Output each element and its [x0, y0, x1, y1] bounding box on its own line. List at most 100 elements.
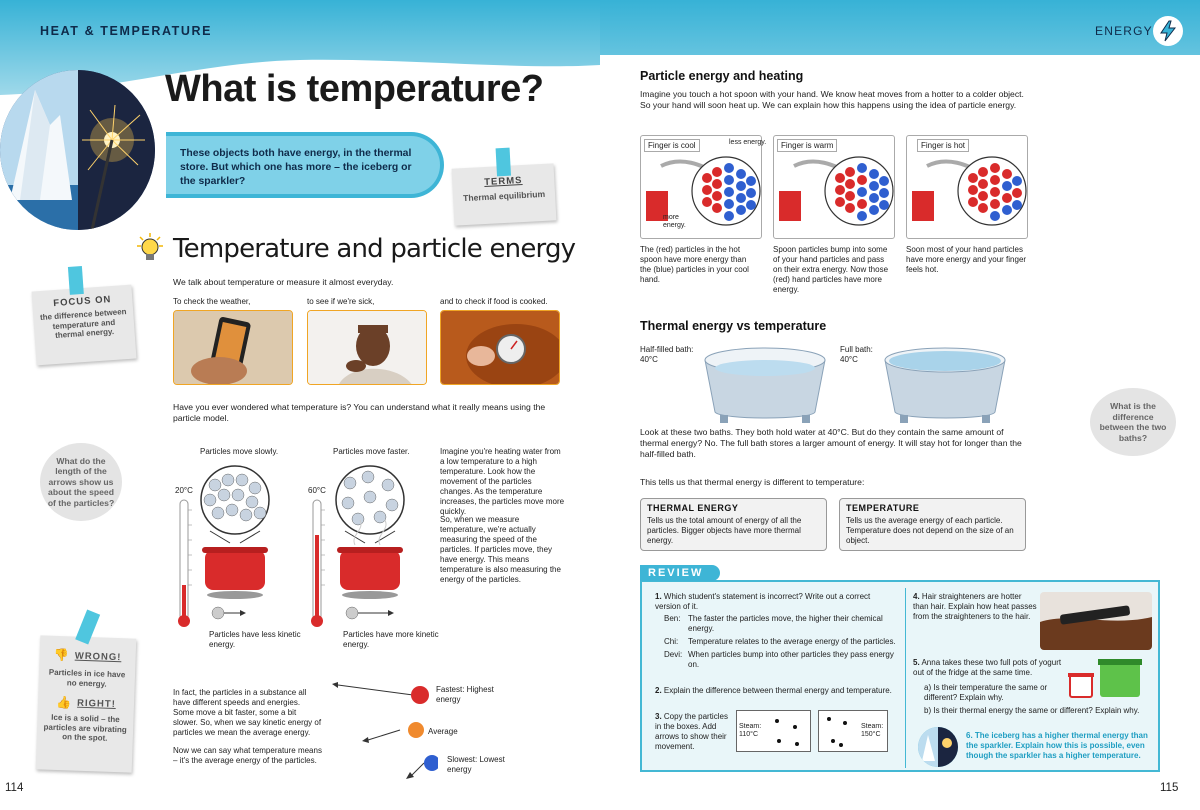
review-subquestion: a) Is their temperature the same or diff… [924, 683, 1048, 702]
thumbs-down-icon: 👎 [53, 647, 70, 663]
wrong-right-card: 👎 WRONG! Particles in ice have no energy… [35, 609, 137, 773]
terms-value: Thermal equilibrium [462, 188, 546, 204]
definition-text: Tells us the total amount of energy of a… [647, 516, 802, 545]
focus-on-card: FOCUS ON the difference between temperat… [31, 266, 137, 366]
bath-label: Half-filled bath: 40°C [640, 345, 694, 364]
particle-box-2: Steam: 150°C [818, 710, 888, 752]
section-tag: ENERGY [1095, 24, 1153, 38]
review-question: 4. Hair straighteners are hotter than ha… [913, 592, 1037, 621]
review-question: 6. The iceberg has a higher thermal ener… [966, 731, 1148, 760]
question-text: Explain the difference between thermal e… [663, 686, 892, 695]
wrong-text: Particles in ice have no energy. [48, 667, 126, 689]
student-text: Temperature relates to the average energ… [688, 637, 896, 646]
student-text: When particles bump into other particles… [688, 650, 894, 669]
legend-average: Average [428, 727, 458, 736]
weather-phone-photo [173, 310, 293, 385]
panel-label: Finger is hot [917, 139, 970, 152]
intro-callout: These objects both have energy, in the t… [166, 132, 444, 198]
lightbulb-icon [134, 232, 166, 269]
section-heading: Temperature and particle energy [173, 234, 576, 264]
section-tag: HEAT & TEMPERATURE [40, 24, 213, 38]
definition-title: THERMAL ENERGY [647, 503, 739, 513]
diagram-label: Particles move slowly. [200, 447, 279, 456]
paragraph: In fact, the particles in a substance al… [173, 688, 322, 737]
photo-caption: To check the weather, [173, 297, 251, 306]
question-bubble: What is the difference between the two b… [1090, 388, 1176, 456]
iceberg-sparkler-photo [0, 70, 155, 230]
right-text: Ice is a solid – the particles are vibra… [43, 712, 127, 743]
iceberg-sparkler-thumbnail [918, 727, 958, 767]
left-header-band [0, 0, 600, 120]
section-heading: Thermal energy vs temperature [640, 319, 827, 333]
less-energy-label: less energy. [729, 139, 767, 146]
diagram-caption: Particles have less kinetic energy. [209, 630, 301, 649]
paragraph: We talk about temperature or measure it … [173, 277, 394, 287]
paragraph: Imagine you touch a hot spoon with your … [640, 89, 1024, 110]
panel-hot: Finger is hot [906, 135, 1028, 239]
page-number: 115 [1160, 782, 1179, 794]
steam-label: Steam: 150°C [861, 723, 884, 738]
explanation-text: So, when we measure temperature, we're a… [440, 515, 561, 584]
focus-text: the difference between temperature and t… [39, 307, 127, 341]
student-text: The faster the particles move, the highe… [688, 614, 883, 633]
tape [75, 609, 101, 645]
paragraph: Have you ever wondered what temperature … [173, 402, 546, 423]
question-bubble: What do the length of the arrows show us… [40, 443, 122, 521]
more-energy-label: more energy. [663, 214, 686, 229]
review-divider [905, 588, 906, 768]
temp-label: 60°C [308, 486, 326, 495]
review-question: 3. Copy the particles in the boxes. Add … [655, 712, 728, 751]
full-bath-illustration [884, 347, 1006, 423]
review-question: 5. Anna takes these two full pots of yog… [913, 658, 1062, 677]
hair-straightener-photo [1040, 592, 1152, 650]
wrong-label: WRONG! [74, 650, 122, 663]
question-text: Which student's statement is incorrect? … [655, 592, 871, 611]
thumbs-up-icon: 👍 [55, 694, 72, 710]
review-question: 1. Which student's statement is incorrec… [655, 592, 871, 611]
student-name: Ben: [664, 614, 681, 623]
explanation-text: Imagine you're heating water from a low … [440, 447, 565, 516]
particle-diagram [178, 465, 405, 627]
intro-text: These objects both have energy, in the t… [166, 136, 440, 194]
speed-legend-graphic [332, 682, 438, 779]
panel-warm: Finger is warm [773, 135, 895, 239]
panel-label: Finger is warm [777, 139, 838, 152]
steam-label: Steam: 110°C [739, 723, 762, 738]
photo-caption: and to check if food is cooked. [440, 297, 548, 306]
review-subquestion: b) Is their thermal energy the same or d… [924, 706, 1140, 715]
question-text: Anna takes these two full pots of yogurt… [913, 658, 1062, 677]
panel-caption: Soon most of your hand particles have mo… [906, 245, 1027, 274]
panel-caption: The (red) particles in the hot spoon hav… [640, 245, 749, 284]
lightning-icon [1153, 16, 1183, 46]
diagram-caption: Particles have more kinetic energy. [343, 630, 439, 649]
question-text: Hair straighteners are hotter than hair.… [913, 592, 1037, 621]
temp-label: 20°C [175, 486, 193, 495]
legend-fastest: Fastest: Highest energy [436, 685, 494, 704]
thermal-energy-definition: THERMAL ENERGY Tells us the total amount… [640, 498, 827, 551]
definition-title: TEMPERATURE [846, 503, 920, 513]
tape [67, 266, 84, 295]
diagram-label: Particles move faster. [333, 447, 410, 456]
paragraph: Now we can say what temperature means – … [173, 746, 322, 765]
question-text: Is their thermal energy the same or diff… [933, 706, 1140, 715]
half-bath-illustration [704, 347, 826, 423]
question-text: Copy the particles in the boxes. Add arr… [655, 712, 728, 751]
food-thermometer-photo [440, 310, 560, 385]
student-name: Chi: [664, 637, 679, 646]
page-title: What is temperature? [165, 68, 544, 110]
panel-label: Finger is cool [644, 139, 700, 152]
bath-label: Full bath: 40°C [840, 345, 873, 364]
panel-caption: Spoon particles bump into some of your h… [773, 245, 889, 294]
student-statements: Ben: The faster the particles move, the h… [664, 614, 899, 670]
question-text: The iceberg has a higher thermal energy … [966, 731, 1148, 760]
sick-man-photo [307, 310, 427, 385]
definition-text: Tells us the average energy of each part… [846, 516, 1014, 545]
review-question: 2. Explain the difference between therma… [655, 686, 892, 695]
legend-slowest: Slowest: Lowest energy [447, 755, 505, 774]
page-number: 114 [5, 782, 24, 794]
paragraph: This tells us that thermal energy is dif… [640, 477, 865, 487]
tape [495, 147, 512, 177]
terms-card: TERMS Thermal equilibrium [451, 147, 557, 226]
photo-caption: to see if we're sick, [307, 297, 375, 306]
section-heading: Particle energy and heating [640, 69, 804, 83]
